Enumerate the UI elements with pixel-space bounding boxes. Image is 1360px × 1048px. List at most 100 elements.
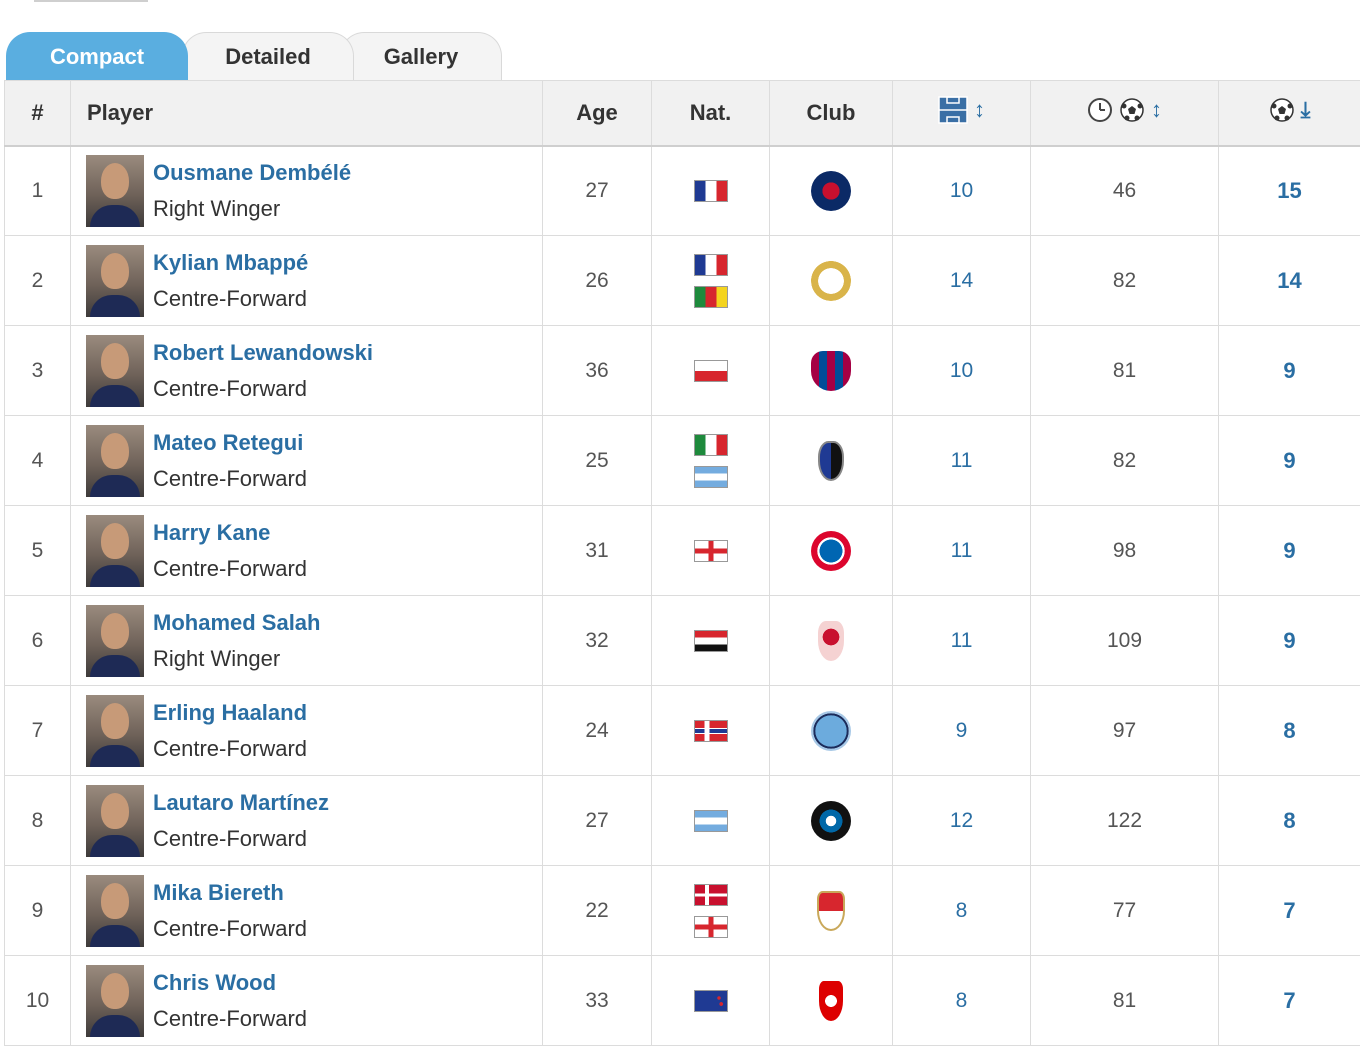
top-scorers-table: # Player Age Nat. Club ↕ (4, 80, 1360, 1046)
goals-cell[interactable]: 7 (1218, 865, 1360, 956)
table-row: 5 Harry Kane Centre-Forward 31 11 98 9 (4, 505, 1360, 596)
player-position: Centre-Forward (153, 915, 308, 941)
tab-detailed[interactable]: Detailed (182, 32, 354, 80)
goals-cell[interactable]: 7 (1218, 955, 1360, 1046)
appearances-cell[interactable]: 8 (892, 955, 1031, 1046)
age-cell: 33 (542, 955, 652, 1046)
player-photo[interactable] (86, 424, 144, 497)
player-photo[interactable] (86, 694, 144, 767)
rank-cell: 9 (4, 865, 71, 956)
player-cell: Ousmane Dembélé Right Winger (70, 145, 543, 236)
appearances-cell[interactable]: 10 (892, 145, 1031, 236)
appearances-cell[interactable]: 11 (892, 595, 1031, 686)
england-flag-icon (693, 539, 728, 562)
player-name-link[interactable]: Kylian Mbappé (153, 249, 309, 275)
sort-desc-icon[interactable]: ⤓ (1300, 96, 1311, 122)
goals-cell[interactable]: 14 (1218, 235, 1360, 326)
player-photo[interactable] (86, 784, 144, 857)
player-photo[interactable] (86, 154, 144, 227)
age-cell: 36 (542, 325, 652, 416)
player-cell: Harry Kane Centre-Forward (70, 505, 543, 596)
table-row: 9 Mika Biereth Centre-Forward 22 8 77 7 (4, 865, 1360, 956)
atalanta-crest-icon[interactable] (818, 440, 844, 481)
player-name-link[interactable]: Chris Wood (153, 969, 277, 995)
tab-gallery[interactable]: Gallery (340, 32, 502, 80)
player-photo[interactable] (86, 964, 144, 1037)
table-row: 10 Chris Wood Centre-Forward 33 8 81 7 (4, 955, 1360, 1046)
italy-flag-icon (693, 433, 728, 456)
pitch-icon (938, 96, 968, 124)
appearances-cell[interactable]: 10 (892, 325, 1031, 416)
club-cell (769, 685, 893, 776)
player-name-link[interactable]: Mohamed Salah (153, 609, 321, 635)
player-cell: Chris Wood Centre-Forward (70, 955, 543, 1046)
inter-crest-icon[interactable] (811, 800, 851, 841)
goals-cell[interactable]: 9 (1218, 595, 1360, 686)
table-row: 4 Mateo Retegui Centre-Forward 25 11 82 … (4, 415, 1360, 506)
tab-compact[interactable]: Compact (6, 32, 188, 80)
minutes-per-goal-cell: 82 (1030, 415, 1219, 506)
player-photo[interactable] (86, 334, 144, 407)
appearances-cell[interactable]: 11 (892, 505, 1031, 596)
club-cell (769, 235, 893, 326)
player-name-link[interactable]: Ousmane Dembélé (153, 159, 352, 185)
player-photo[interactable] (86, 604, 144, 677)
minutes-per-goal-cell: 109 (1030, 595, 1219, 686)
table-row: 7 Erling Haaland Centre-Forward 24 9 97 … (4, 685, 1360, 776)
header-minutes-per-goal[interactable]: ↕ (1030, 80, 1219, 147)
rank-cell: 2 (4, 235, 71, 326)
appearances-cell[interactable]: 12 (892, 775, 1031, 866)
nationality-cell (651, 865, 770, 956)
goals-cell[interactable]: 8 (1218, 775, 1360, 866)
appearances-cell[interactable]: 11 (892, 415, 1031, 506)
bayern-crest-icon[interactable] (811, 530, 851, 571)
player-name-link[interactable]: Mateo Retegui (153, 429, 304, 455)
man-city-crest-icon[interactable] (811, 710, 851, 751)
barcelona-crest-icon[interactable] (811, 350, 851, 391)
age-cell: 25 (542, 415, 652, 506)
player-name-link[interactable]: Mika Biereth (153, 879, 284, 905)
player-photo[interactable] (86, 874, 144, 947)
goals-cell[interactable]: 9 (1218, 505, 1360, 596)
player-position: Centre-Forward (153, 735, 308, 761)
goals-cell[interactable]: 15 (1218, 145, 1360, 236)
player-name-link[interactable]: Robert Lewandowski (153, 339, 374, 365)
goals-cell[interactable]: 8 (1218, 685, 1360, 776)
age-cell: 26 (542, 235, 652, 326)
new-zealand-flag-icon (693, 989, 728, 1012)
sort-icon[interactable]: ↕ (1151, 96, 1162, 122)
player-photo[interactable] (86, 514, 144, 587)
norway-flag-icon (693, 719, 728, 742)
club-cell (769, 865, 893, 956)
psg-crest-icon[interactable] (811, 170, 851, 211)
header-appearances[interactable]: ↕ (892, 80, 1031, 147)
england-flag-icon (693, 915, 728, 938)
goals-cell[interactable]: 9 (1218, 415, 1360, 506)
club-cell (769, 595, 893, 686)
ball-icon (1120, 98, 1144, 122)
header-goals[interactable]: ⤓ (1218, 80, 1360, 147)
nationality-cell (651, 505, 770, 596)
real-madrid-crest-icon[interactable] (811, 260, 851, 301)
player-name-link[interactable]: Harry Kane (153, 519, 271, 545)
player-photo[interactable] (86, 244, 144, 317)
rank-cell: 4 (4, 415, 71, 506)
liverpool-crest-icon[interactable] (818, 620, 844, 661)
rank-cell: 7 (4, 685, 71, 776)
nationality-cell (651, 595, 770, 686)
club-cell (769, 415, 893, 506)
appearances-cell[interactable]: 8 (892, 865, 1031, 956)
player-name-link[interactable]: Lautaro Martínez (153, 789, 330, 815)
nottingham-forest-crest-icon[interactable] (819, 980, 843, 1021)
sort-icon[interactable]: ↕ (974, 96, 985, 122)
goals-cell[interactable]: 9 (1218, 325, 1360, 416)
nationality-cell (651, 235, 770, 326)
club-cell (769, 955, 893, 1046)
appearances-cell[interactable]: 9 (892, 685, 1031, 776)
player-name-link[interactable]: Erling Haaland (153, 699, 308, 725)
monaco-crest-icon[interactable] (817, 890, 845, 931)
player-position: Right Winger (153, 195, 281, 221)
minutes-per-goal-cell: 97 (1030, 685, 1219, 776)
appearances-cell[interactable]: 14 (892, 235, 1031, 326)
france-flag-icon (693, 179, 728, 202)
